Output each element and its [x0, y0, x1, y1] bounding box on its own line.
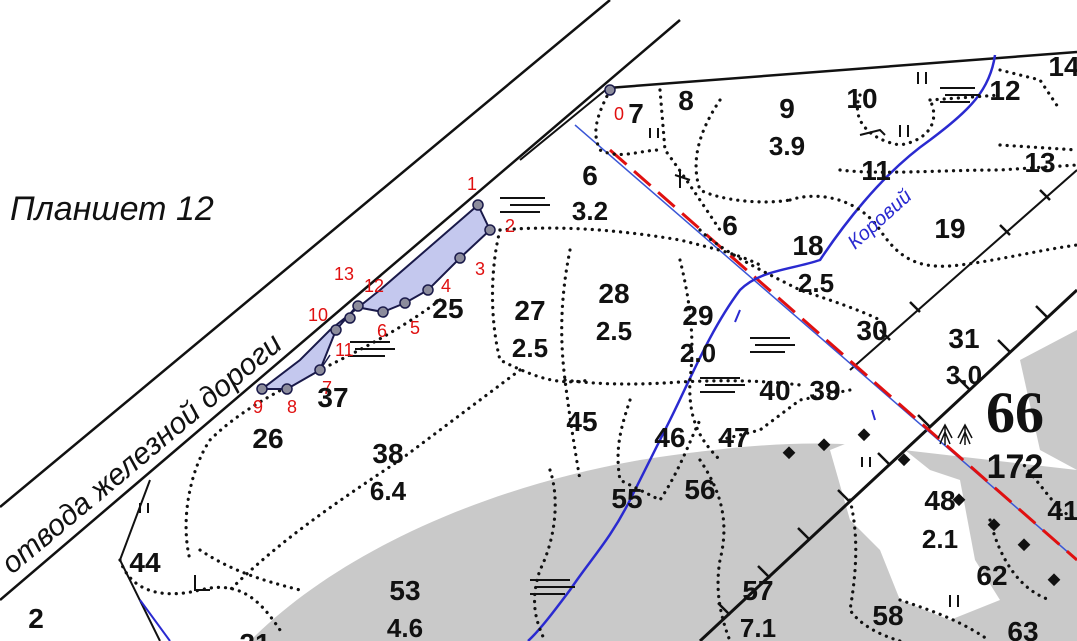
point-label-13: 13	[334, 264, 354, 284]
row-boundary-outer	[0, 0, 611, 508]
quarter-area: 172	[987, 448, 1044, 486]
parcel-45: 45	[566, 406, 597, 437]
plot-point-labels: 0 1 2 3 4 5 6 7 8 9 10 11 12 13	[253, 104, 624, 417]
point-label-12: 12	[364, 276, 384, 296]
parcel-55: 55	[611, 483, 642, 514]
parcel-46: 46	[654, 422, 685, 453]
parcel-48: 48	[924, 485, 955, 516]
parcel-37: 37	[317, 382, 348, 413]
point-label-10: 10	[308, 305, 328, 325]
parcel-48-area: 2.1	[922, 524, 958, 554]
point-label-3: 3	[475, 259, 485, 279]
parcel-11: 11	[861, 155, 891, 186]
parcel-9: 9	[779, 93, 795, 124]
parcel-6: 6	[582, 160, 598, 191]
parcel-7: 7	[628, 98, 644, 129]
parcel-38-area: 6.4	[370, 476, 407, 506]
point-label-6: 6	[377, 321, 387, 341]
white-clearing	[830, 430, 1000, 620]
parcel-47: 47	[718, 422, 749, 453]
parcel-10: 10	[846, 83, 877, 114]
parcel-62: 62	[976, 560, 1007, 591]
road-label: отвода железной дороги	[0, 327, 289, 581]
parcel-6b: 6	[722, 210, 738, 241]
parcel-27-area: 2.5	[512, 333, 548, 363]
quarter-boundary	[698, 288, 1077, 641]
point-label-11: 11	[335, 340, 354, 360]
parcel-12: 12	[989, 75, 1020, 106]
parcel-31: 31	[948, 323, 979, 354]
power-line-blue	[574, 124, 1077, 561]
parcel-53: 53	[389, 575, 420, 606]
parcel-18: 18	[792, 230, 823, 261]
parcel-8: 8	[678, 85, 694, 116]
parcel-41: 41	[1047, 495, 1077, 526]
point-label-5: 5	[410, 318, 420, 338]
plot-vertices	[256, 84, 616, 395]
conifer-tree-icons	[937, 423, 973, 445]
parcel-63: 63	[1007, 616, 1038, 641]
parcel-56: 56	[684, 474, 715, 505]
parcel-44: 44	[129, 547, 161, 578]
parcel-2: 2	[28, 603, 44, 634]
parcel-27: 27	[514, 295, 545, 326]
point-label-9: 9	[253, 397, 263, 417]
parcel-58: 58	[872, 600, 903, 631]
grey-area-right	[1020, 330, 1077, 470]
point-label-8: 8	[287, 397, 297, 417]
parcel-21: 21	[239, 628, 270, 641]
sheet-label: Планшет 12	[10, 190, 214, 228]
parcel-13: 13	[1024, 147, 1055, 178]
left-boundary	[519, 87, 609, 161]
parcel-29-area: 2.0	[680, 338, 716, 368]
row-boundary-inner	[0, 19, 681, 601]
quarter-boundary-ticks	[717, 189, 1051, 616]
point-label-0: 0	[614, 104, 624, 124]
parcel-28-area: 2.5	[596, 316, 632, 346]
point-label-4: 4	[441, 276, 451, 296]
parcel-boundaries	[118, 68, 1077, 641]
parcel-31-area: 3.0	[946, 360, 982, 390]
parcel-labels: 7 8 9 3.9 10 12 14 11 13 6 3.2 6 18 2.5 …	[28, 51, 1077, 641]
parcel-38: 38	[372, 438, 403, 469]
parcel-18-area: 2.5	[798, 268, 834, 298]
parcel-28: 28	[598, 278, 629, 309]
flow-arrow	[734, 309, 741, 323]
inner-quarter-line	[849, 169, 1077, 371]
point-label-1: 1	[467, 174, 477, 194]
power-line-red	[609, 148, 1077, 562]
parcel-30: 30	[856, 315, 887, 346]
parcel-9-area: 3.9	[769, 131, 805, 161]
parcel-6-area: 3.2	[572, 196, 608, 226]
top-boundary	[607, 50, 1077, 90]
parcel-40: 40	[759, 375, 790, 406]
flow-arrow-2	[871, 409, 876, 421]
parcel-25: 25	[432, 293, 463, 324]
parcel-26: 26	[252, 423, 283, 454]
parcel-57: 57	[742, 575, 773, 606]
parcel-14: 14	[1048, 51, 1077, 82]
parcel-29: 29	[682, 300, 713, 331]
parcel-39: 39	[809, 375, 840, 406]
stream	[527, 54, 997, 641]
stream-label: Коровий	[844, 185, 917, 253]
parcel-19: 19	[934, 213, 965, 244]
parcel-57-area: 7.1	[740, 613, 776, 641]
stream-branch	[139, 599, 171, 641]
point-label-2: 2	[505, 216, 515, 236]
point-label-7: 7	[322, 378, 332, 398]
parcel-53-area: 4.6	[387, 613, 423, 641]
quarter-number: 66	[986, 380, 1044, 445]
